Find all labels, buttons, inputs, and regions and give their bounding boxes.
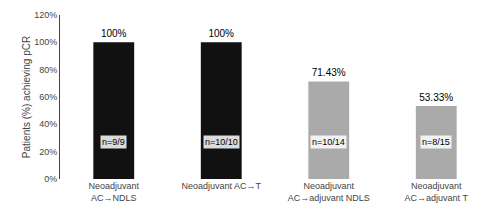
- svg-text:NeoadjuvantAC→adjuvant T: NeoadjuvantAC→adjuvant T: [405, 181, 469, 203]
- svg-text:Patients (%) achieving pCR: Patients (%) achieving pCR: [21, 36, 32, 158]
- svg-text:NeoadjuvantAC→adjuvant NDLS: NeoadjuvantAC→adjuvant NDLS: [288, 181, 370, 203]
- svg-text:120%: 120%: [34, 10, 57, 20]
- svg-text:n=10/14: n=10/14: [312, 137, 345, 147]
- svg-text:20%: 20%: [39, 147, 57, 157]
- svg-text:100%: 100%: [101, 28, 127, 39]
- svg-text:n=9/9: n=9/9: [102, 137, 125, 147]
- svg-text:0%: 0%: [44, 174, 57, 184]
- svg-text:n=8/15: n=8/15: [422, 137, 450, 147]
- svg-text:Neoadjuvant AC→T: Neoadjuvant AC→T: [181, 181, 261, 191]
- svg-text:60%: 60%: [39, 92, 57, 102]
- svg-text:100%: 100%: [34, 37, 57, 47]
- svg-text:100%: 100%: [208, 28, 234, 39]
- svg-text:53.33%: 53.33%: [419, 92, 453, 103]
- svg-text:40%: 40%: [39, 119, 57, 129]
- svg-text:n=10/10: n=10/10: [205, 137, 238, 147]
- svg-text:80%: 80%: [39, 65, 57, 75]
- svg-text:NeoadjuvantAC→NDLS: NeoadjuvantAC→NDLS: [88, 181, 139, 203]
- svg-text:71.43%: 71.43%: [312, 67, 346, 78]
